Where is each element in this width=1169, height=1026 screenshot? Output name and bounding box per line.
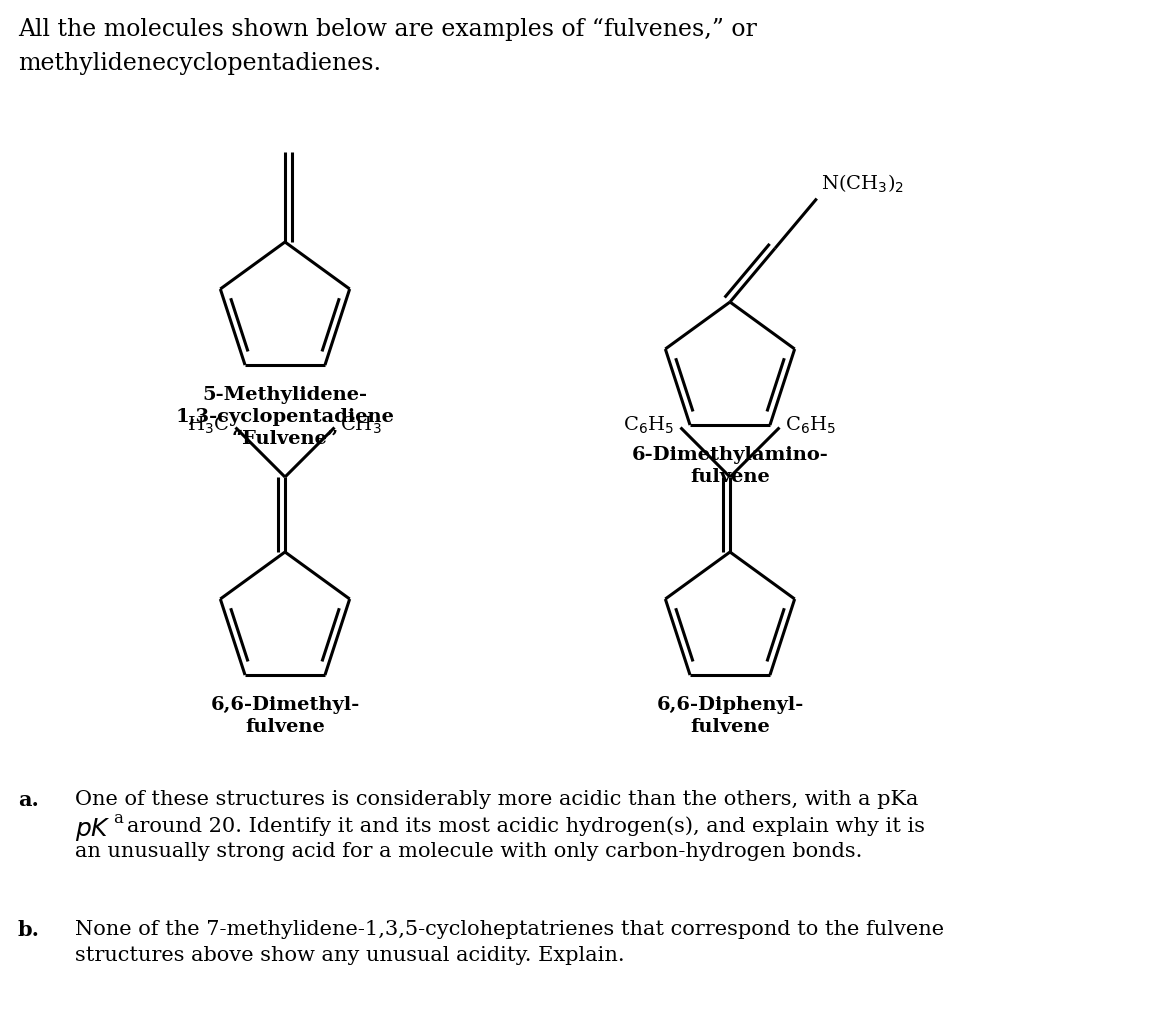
Text: methylidenecyclopentadienes.: methylidenecyclopentadienes. [18,52,381,75]
Text: a.: a. [18,790,39,810]
Text: structures above show any unusual acidity. Explain.: structures above show any unusual acidit… [75,946,624,965]
Text: C$_6$H$_5$: C$_6$H$_5$ [623,415,675,436]
Text: fulvene: fulvene [245,718,325,736]
Text: H$_3$C: H$_3$C [187,415,229,436]
Text: an unusually strong acid for a molecule with only carbon-hydrogen bonds.: an unusually strong acid for a molecule … [75,842,863,861]
Text: 6,6-Dimethyl-: 6,6-Dimethyl- [210,696,360,714]
Text: N(CH$_3$)$_2$: N(CH$_3$)$_2$ [821,172,904,195]
Text: fulvene: fulvene [690,468,770,486]
Text: None of the 7-methylidene-1,3,5-cycloheptatrienes that correspond to the fulvene: None of the 7-methylidene-1,3,5-cyclohep… [75,920,945,939]
Text: fulvene: fulvene [690,718,770,736]
Text: “Fulvene”: “Fulvene” [231,430,339,448]
Text: C$_6$H$_5$: C$_6$H$_5$ [786,415,837,436]
Text: b.: b. [18,920,40,940]
Text: All the molecules shown below are examples of “fulvenes,” or: All the molecules shown below are exampl… [18,18,756,41]
Text: a: a [113,810,123,827]
Text: One of these structures is considerably more acidic than the others, with a pKa: One of these structures is considerably … [75,790,919,808]
Text: 6,6-Diphenyl-: 6,6-Diphenyl- [656,696,803,714]
Text: 5-Methylidene-: 5-Methylidene- [202,386,367,404]
Text: 1,3-cyclopentadiene: 1,3-cyclopentadiene [175,408,394,426]
Text: CH$_3$: CH$_3$ [340,415,382,436]
Text: 6-Dimethylamino-: 6-Dimethylamino- [631,446,829,464]
Text: $pK$: $pK$ [75,816,111,843]
Text: around 20. Identify it and its most acidic hydrogen(s), and explain why it is: around 20. Identify it and its most acid… [127,816,925,835]
